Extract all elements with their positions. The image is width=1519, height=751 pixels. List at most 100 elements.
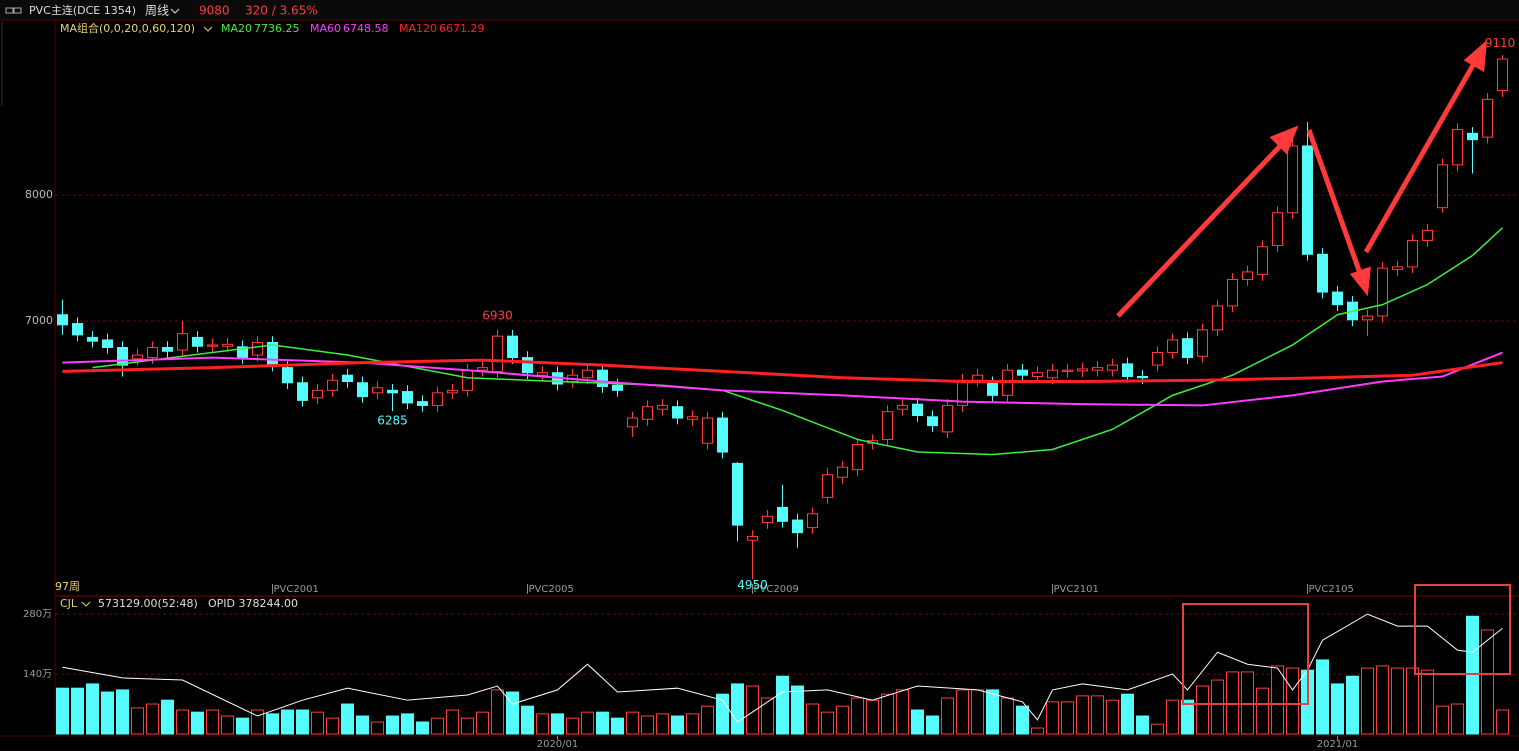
volume-bar: [506, 691, 519, 735]
volume-bar: [1436, 705, 1449, 735]
volume-bar: [611, 717, 624, 735]
candle-body: [87, 336, 98, 342]
volume-bar: [1331, 683, 1344, 735]
candle-body: [477, 367, 488, 371]
volume-bar: [701, 705, 714, 735]
extreme-label: 6285: [377, 414, 408, 428]
arrow: [1306, 129, 1364, 277]
candle-body: [942, 404, 953, 433]
extreme-label: 4950: [737, 578, 768, 592]
volume-bar: [446, 709, 459, 735]
candle-body: [237, 346, 248, 359]
arrow: [1363, 58, 1479, 254]
candle-body: [762, 515, 773, 524]
candle-body: [882, 411, 893, 440]
candle-body: [342, 374, 353, 383]
ma-line: [62, 358, 1503, 384]
candle-body: [1227, 278, 1238, 307]
price: 9080: [199, 4, 230, 18]
candle-body: [57, 314, 68, 326]
volume-bar: [911, 709, 924, 735]
x-tick-label: PVC2005: [529, 584, 574, 595]
volume-bar: [806, 703, 819, 735]
chevron: [170, 8, 180, 14]
candle-body: [1107, 364, 1118, 371]
candle-body: [387, 389, 398, 394]
volume-bar: [1391, 667, 1404, 735]
candle-body: [462, 369, 473, 391]
candle-body: [1302, 145, 1313, 255]
volume-bar: [386, 715, 399, 735]
volume-bar: [116, 689, 129, 735]
legend-name: MA20: [221, 22, 252, 35]
volume-bar: [1361, 667, 1374, 735]
candle-body: [1137, 375, 1148, 379]
top-bar: [0, 0, 1519, 20]
candle-body: [1497, 58, 1508, 92]
volume-bar: [956, 689, 969, 735]
x-tick-label: 2021/01: [1317, 739, 1359, 750]
y-tick-label: 280万: [23, 609, 52, 620]
candle-body: [522, 357, 533, 374]
volume-bar: [131, 707, 144, 735]
volume-bar: [941, 697, 954, 735]
candle-body: [192, 336, 203, 347]
candle-body: [1032, 372, 1043, 377]
volume-bar: [1091, 695, 1104, 735]
open-interest: OPID 378244.00: [208, 597, 298, 610]
legend-value: 7736.25: [254, 22, 300, 35]
candle-body: [372, 387, 383, 394]
chevron: [81, 601, 91, 607]
candle-body: [117, 346, 128, 366]
candle-body: [582, 369, 593, 379]
annotations: [1116, 40, 1488, 318]
volume-bar: [401, 713, 414, 735]
candle-body: [1467, 132, 1478, 141]
volume-bar: [1271, 665, 1284, 735]
volume-bar: [821, 711, 834, 735]
volume-bar: [1481, 629, 1494, 735]
volume-bar: [461, 717, 474, 735]
candle-body: [102, 339, 113, 348]
candle-body: [147, 346, 158, 359]
volume-bar: [1466, 615, 1479, 735]
candle-body: [417, 401, 428, 406]
arrow-head: [1269, 125, 1299, 155]
volume-bar: [626, 711, 639, 735]
volume-bar: [416, 721, 429, 735]
volume-bar: [776, 675, 789, 735]
volume-bar: [521, 705, 534, 735]
candle-body: [1392, 266, 1403, 270]
volume-bar: [56, 687, 69, 735]
volume-bar: [1106, 699, 1119, 735]
arrow-head: [1349, 266, 1371, 297]
candle-body: [627, 417, 638, 428]
volume-bar: [296, 709, 309, 735]
ma-group[interactable]: MA组合(0,0,20,0,60,120): [60, 21, 195, 35]
volume-bar: [1316, 659, 1329, 735]
candle-body: [1272, 212, 1283, 246]
candle-body: [432, 392, 443, 406]
volume-bar: [731, 683, 744, 735]
candle-body: [1332, 291, 1343, 306]
candle-body: [282, 367, 293, 384]
candle-body: [807, 513, 818, 529]
legend-value: 6671.29: [439, 22, 485, 35]
volume-bar: [836, 705, 849, 735]
volume-bar: [1226, 671, 1239, 735]
volume-bar: [146, 703, 159, 735]
volume-bar: [1196, 685, 1209, 735]
period[interactable]: 周线: [145, 4, 169, 18]
candle-body: [1212, 305, 1223, 331]
candle-body: [222, 343, 233, 347]
candle-body: [162, 346, 173, 352]
volume-bar: [221, 715, 234, 735]
volume-bar: [746, 685, 759, 735]
candle-body: [1062, 369, 1073, 372]
extreme-label: 6930: [482, 308, 513, 322]
volume-bar: [896, 689, 909, 735]
candle-body: [1317, 253, 1328, 293]
icon: [13, 7, 22, 14]
volume-bar: [986, 689, 999, 735]
